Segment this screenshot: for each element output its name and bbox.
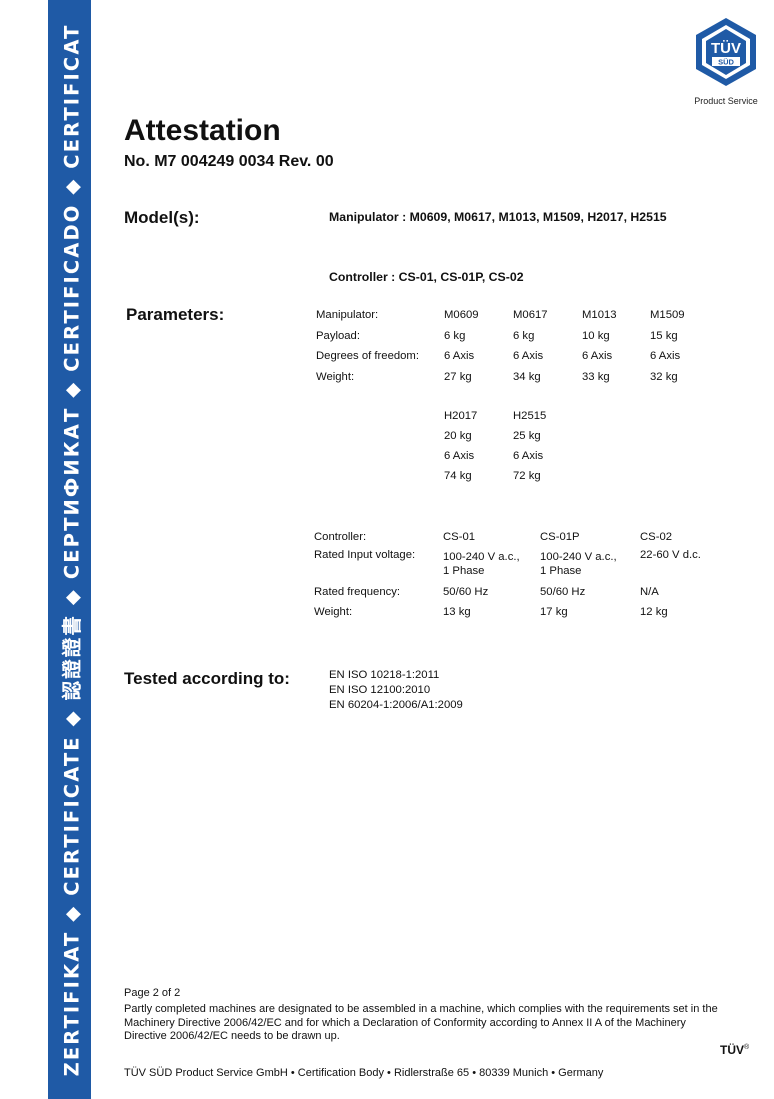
logo-main-text: TÜV [711,40,741,57]
table-cell: 50/60 Hz [443,586,489,598]
table-cell: 100-240 V a.c., [540,551,617,563]
directive-note: Partly completed machines are designated… [124,1003,718,1042]
table-cell: 15 kg [650,330,678,342]
table-cell: 34 kg [513,371,541,383]
table-cell: CS-02 [640,531,673,543]
param-label: Rated frequency: [314,586,401,598]
table-cell: 74 kg [444,470,472,482]
table-cell: M0609 [444,309,479,321]
standard-item: EN ISO 12100:2010 [329,684,431,696]
table-cell: 6 Axis [444,350,475,362]
table-cell: 17 kg [540,606,568,618]
table-cell: H2515 [513,410,547,422]
page-number: Page 2 of 2 [124,987,181,999]
table-cell: 50/60 Hz [540,586,586,598]
page-title: Attestation [124,114,281,147]
param-label: Weight: [314,606,353,618]
table-cell: 6 Axis [582,350,613,362]
table-cell: H2017 [444,410,478,422]
table-cell: 6 Axis [513,350,544,362]
table-cell: 25 kg [513,430,541,442]
standard-item: EN ISO 10218-1:2011 [329,669,440,681]
table-cell: 6 Axis [444,450,475,462]
table-cell: 6 kg [513,330,535,342]
table-cell: 72 kg [513,470,541,482]
param-label: Manipulator: [316,309,379,321]
table-cell: M0617 [513,309,548,321]
table-cell: 6 kg [444,330,466,342]
table-cell: 6 Axis [650,350,681,362]
param-label: Rated Input voltage: [314,549,416,561]
table-cell: 20 kg [444,430,472,442]
table-cell: 1 Phase [443,565,485,577]
tuv-sud-logo: TÜV SÜD [696,18,756,86]
parameters-heading: Parameters: [126,305,225,324]
tuv-trademark-text: TÜV [720,1043,744,1057]
table-cell: 33 kg [582,371,610,383]
table-cell: 27 kg [444,371,472,383]
controller-models: Controller : CS-01, CS-01P, CS-02 [329,270,524,284]
table-cell: 22-60 V d.c. [640,549,701,561]
table-cell: 6 Axis [513,450,544,462]
tuv-trademark: TÜV® [720,1043,749,1057]
standard-item: EN 60204-1:2006/A1:2009 [329,699,463,711]
param-label: Weight: [316,371,355,383]
table-cell: 1 Phase [540,565,582,577]
registered-mark: ® [744,1044,750,1051]
table-cell: M1013 [582,309,617,321]
certificate-side-band: ZERTIFIKAT ◆ CERTIFICATE ◆ 認證證書 ◆ СЕРТИФ… [48,0,91,1099]
table-cell: 100-240 V a.c., [443,551,520,563]
manipulator-models: Manipulator : M0609, M0617, M1013, M1509… [329,210,667,224]
param-label: Degrees of freedom: [316,350,419,362]
table-cell: 32 kg [650,371,678,383]
side-band-text: ZERTIFIKAT ◆ CERTIFICATE ◆ 認證證書 ◆ СЕРТИФ… [60,23,83,1076]
table-cell: CS-01P [540,531,580,543]
table-cell: N/A [640,586,659,598]
table-cell: 13 kg [443,606,471,618]
table-cell: M1509 [650,309,685,321]
tested-heading: Tested according to: [124,669,290,688]
logo-sub-text: SÜD [718,58,734,67]
logo-caption: Product Service [694,96,758,106]
param-label: Payload: [316,330,360,342]
footer-address: TÜV SÜD Product Service GmbH • Certifica… [124,1067,604,1079]
certificate-number: No. M7 004249 0034 Rev. 00 [124,153,334,170]
param-label: Controller: [314,531,367,543]
table-cell: 10 kg [582,330,610,342]
table-cell: CS-01 [443,531,476,543]
table-cell: 12 kg [640,606,668,618]
models-heading: Model(s): [124,208,200,227]
